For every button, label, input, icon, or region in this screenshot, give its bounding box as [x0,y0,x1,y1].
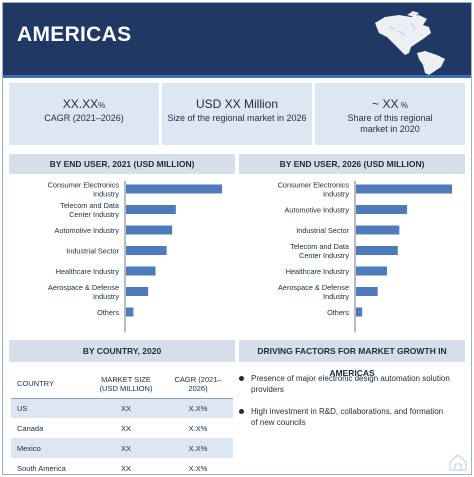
table-header-row: COUNTRY MARKET SIZE (USD MILLION) CAGR (… [11,370,233,399]
stat-cagr: XX.XX% CAGR (2021–2026) [9,83,159,145]
stat-value: XX.XX [62,97,99,111]
market-size-cell: XX [89,438,163,458]
end-user-2021-bar [126,246,167,255]
stat-value: ~ XX [372,97,399,111]
stat-label: Size of the regional market in 2026 [167,113,307,123]
column-header-market-size: MARKET SIZE (USD MILLION) [89,370,163,399]
end-user-2021-category-label: Others [97,308,119,317]
country-table: COUNTRY MARKET SIZE (USD MILLION) CAGR (… [11,370,233,477]
country-cell: South America [17,463,66,473]
end-user-2026-category-label: Automotive Industry [285,206,350,215]
page-title: AMERICAS [17,23,132,46]
end-user-2026-category-label: Others [327,308,349,317]
header-divider [3,75,471,78]
column-header-country: COUNTRY [11,370,89,399]
market-size-cell: XX [89,398,163,418]
end-user-2021-bar [126,307,134,317]
stat-label: Share of this regional market in 2020 [347,113,433,134]
stat-share: ~ XX % Share of this regional market in … [315,83,465,145]
stat-unit: % [98,101,106,110]
bar-chart-2026: Consumer Electronics Industry Automotive I… [278,181,452,333]
country-cell: US [11,398,89,418]
header-banner: AMERICAS [3,3,471,75]
section-end-user-2021-title: BY END USER, 2021 (USD MILLION) [9,154,235,174]
table-row: Mexico XX X.X% [11,438,233,458]
bullet-icon [239,376,244,381]
end-user-2026-bar [356,225,400,235]
end-user-2026-category-label: Aerospace & Defense Industry [278,283,349,301]
end-user-2021-category-label: Aerospace & Defense Industry [48,283,119,301]
end-user-2021-bar [126,266,156,276]
table-row: Canada XX X.X% [11,418,233,438]
end-user-2026-bar [356,307,363,317]
stat-value: USD XX Million [195,97,279,111]
americas-map-icon [375,11,445,75]
table-row: US XX X.X% [11,398,233,418]
section-drivers-title: DRIVING FACTORS FOR MARKET GROWTH IN AME… [239,340,465,378]
market-size-cell: XX [120,423,131,433]
end-user-2021-category-label: Automotive Industry [55,226,120,235]
end-user-2026-bar [356,246,398,255]
country-cell: Mexico [11,438,89,458]
country-cell: Canada [17,423,44,433]
bar-chart-2021: Consumer Electronics Industry Telecom and … [48,181,222,333]
end-user-2026-bar [356,205,408,214]
end-user-2021-category-label: Consumer Electronics Industry [48,181,120,199]
end-user-2021-bar [126,225,173,235]
end-user-2026-category-label: Healthcare Industry [286,267,350,276]
driver-item: High investment in R&D, collaborations, … [251,407,444,427]
end-user-2026-category-label: Industrial Sector [296,226,349,235]
section-by-country-title: BY COUNTRY, 2020 [9,340,235,362]
end-user-2021-category-label: Industrial Sector [66,247,119,256]
column-header-cagr: CAGR (2021–2026) [163,370,233,399]
stat-label: CAGR (2021–2026) [44,113,124,123]
stat-market-size: USD XX Million Size of the regional mark… [162,83,312,145]
end-user-2021-bar [126,184,222,194]
table-row: South America XX X.X% [11,458,233,477]
end-user-2026-category-label: Consumer Electronics Industry [278,181,350,199]
stat-unit: % [398,101,408,110]
market-size-cell: XX [120,463,131,473]
cagr-cell: X.X% [163,438,233,458]
end-user-2026-category-label: Telecom and Data Center Industry [290,242,350,260]
end-user-2026-bar [356,266,387,276]
watermark-logo-icon [449,454,467,471]
end-user-2021-bar [126,205,176,214]
end-user-2026-bar [356,184,452,194]
driver-item: Presence of major electronic design auto… [251,374,450,394]
section-end-user-2026-title: BY END USER, 2026 (USD MILLION) [239,154,465,174]
end-user-2026-bar [356,287,378,296]
end-user-2021-category-label: Telecom and Data Center Industry [60,201,120,219]
cagr-cell: X.X% [188,423,208,433]
bullet-icon [239,409,244,414]
cagr-cell: X.X% [163,398,233,418]
cagr-cell: X.X% [188,463,208,473]
end-user-2021-category-label: Healthcare Industry [56,267,120,276]
end-user-2021-bar [126,287,149,296]
